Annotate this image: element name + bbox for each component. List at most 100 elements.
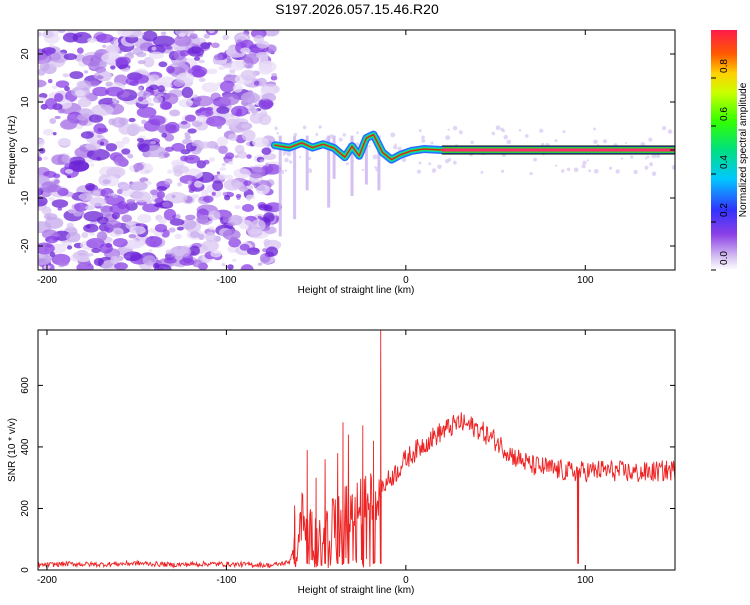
noise-blob <box>192 68 206 78</box>
colorbar-tick-label: 0.4 <box>719 155 730 169</box>
noise-blob <box>201 82 219 93</box>
noise-blob <box>160 31 167 36</box>
snr-x-tick-label: 100 <box>577 575 594 586</box>
noise-blob <box>168 227 176 233</box>
noise-blob <box>137 86 143 91</box>
noise-blob <box>132 191 152 203</box>
noise-blob <box>143 93 147 97</box>
noise-blob <box>91 248 101 254</box>
noise-blob <box>220 93 240 106</box>
noise-blob <box>237 151 248 159</box>
noise-blob <box>198 59 205 64</box>
noise-blob <box>62 32 79 43</box>
noise-blob <box>259 159 265 163</box>
noise-blob <box>167 169 173 174</box>
noise-blob <box>126 123 141 135</box>
noise-blob <box>261 147 272 155</box>
noise-blob <box>89 232 96 236</box>
spectrogram-y-tick-label: 10 <box>20 96 31 108</box>
faint-dot <box>338 137 343 142</box>
noise-blob <box>67 175 72 179</box>
noise-blob <box>218 145 228 155</box>
noise-blob <box>38 79 47 88</box>
noise-blob <box>66 231 81 243</box>
noise-blob <box>117 30 133 37</box>
noise-blob <box>127 153 134 159</box>
noise-blob <box>169 109 181 117</box>
noise-blob <box>48 43 55 48</box>
noise-blob <box>189 231 201 238</box>
noise-blob <box>263 30 280 37</box>
noise-blob <box>240 264 254 270</box>
noise-blob <box>92 86 110 97</box>
faint-dot <box>325 137 329 141</box>
faint-dot <box>418 161 422 165</box>
noise-blob <box>142 255 157 266</box>
faint-dot <box>284 157 289 163</box>
noise-blob <box>96 75 104 80</box>
faint-dot <box>640 141 646 147</box>
noise-blob <box>122 136 130 145</box>
noise-blob <box>224 194 231 201</box>
noise-blob <box>191 120 203 127</box>
noise-blob <box>128 233 137 239</box>
noise-blob <box>57 30 66 34</box>
noise-blob <box>95 33 114 44</box>
noise-blob <box>178 32 186 38</box>
noise-blob <box>232 258 237 262</box>
faint-dot <box>345 162 349 166</box>
noise-blob <box>224 152 235 160</box>
noise-blob <box>149 189 159 196</box>
noise-blob <box>92 190 101 197</box>
noise-blob <box>187 180 192 185</box>
noise-blob <box>87 37 98 43</box>
noise-blob <box>216 124 222 130</box>
noise-blob <box>48 52 69 63</box>
snr-x-ticks: -200 -100 0 100 <box>37 330 594 586</box>
noise-blob <box>107 51 119 60</box>
faint-dot <box>280 169 285 174</box>
noise-blob <box>110 256 119 265</box>
noise-blob <box>126 199 136 204</box>
noise-blob <box>184 132 191 137</box>
faint-dot <box>430 141 434 145</box>
noise-blob <box>183 154 201 164</box>
noise-blob <box>114 262 128 270</box>
faint-dot <box>431 168 437 173</box>
noise-blob <box>154 263 172 270</box>
faint-dot <box>651 153 657 159</box>
noise-blob <box>174 213 181 219</box>
noise-blob <box>164 257 177 264</box>
noise-blob <box>136 51 147 58</box>
noise-blob <box>210 249 222 258</box>
noise-blob <box>67 208 77 214</box>
noise-blob <box>157 85 165 93</box>
snr-x-tick-label: -200 <box>37 575 57 586</box>
noise-blob <box>133 162 144 171</box>
noise-blob <box>189 33 198 40</box>
noise-blob <box>111 117 126 128</box>
smear-mark <box>278 135 282 237</box>
noise-blob <box>193 180 203 188</box>
noise-blob <box>78 193 94 201</box>
snr-panel: -200 -100 0 100 0 200 400 600 Height of straig… <box>7 329 676 596</box>
noise-blob <box>147 102 154 106</box>
faint-dot <box>282 153 285 156</box>
faint-dot <box>593 139 598 145</box>
noise-blob <box>148 228 155 233</box>
faint-dot <box>661 126 667 131</box>
faint-dot <box>500 169 505 173</box>
spectrogram-x-tick-label: 0 <box>403 275 409 286</box>
noise-blob <box>229 72 235 76</box>
noise-blob <box>203 159 210 165</box>
noise-blob <box>181 86 194 99</box>
faint-dot <box>603 139 608 144</box>
noise-blob <box>200 42 211 50</box>
faint-dot <box>491 131 496 136</box>
noise-blob <box>81 231 89 239</box>
noise-blob <box>221 263 226 267</box>
noise-blob <box>198 77 206 83</box>
noise-blob <box>148 51 164 60</box>
noise-blob <box>271 72 278 77</box>
noise-blob <box>41 206 52 216</box>
